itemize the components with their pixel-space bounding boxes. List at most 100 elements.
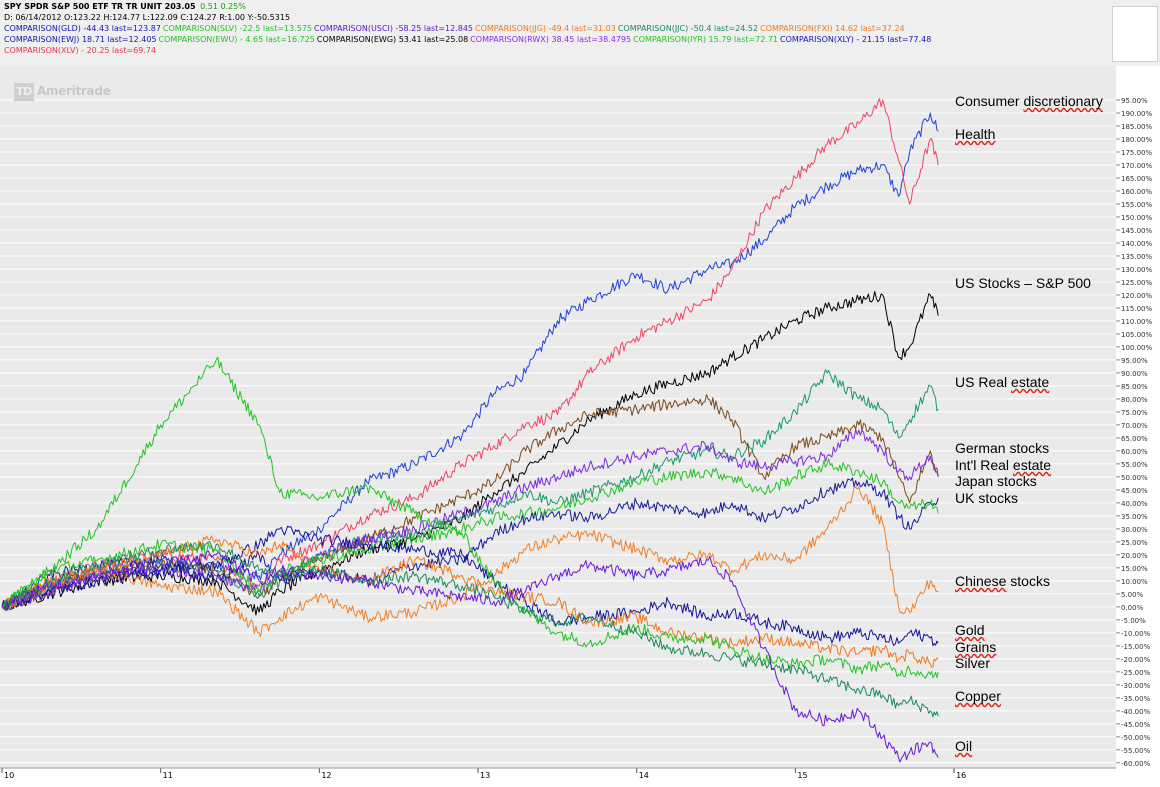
series-line-grains[interactable]: [1, 535, 939, 668]
annotation-intl-real-estate: Int'l Real estate: [955, 457, 1052, 473]
annotation-health: Health: [955, 126, 996, 142]
y-tick-label: -35.00%: [1121, 695, 1151, 703]
series-line-silver[interactable]: [1, 356, 939, 679]
x-axis-panel: [0, 768, 1160, 787]
comparison-entry: COMPARISON(EWU) - 4.65 last=16.725: [158, 35, 315, 44]
legend-box: [1112, 6, 1158, 62]
annotation-us-stocks: US Stocks – S&P 500: [955, 275, 1091, 291]
y-tick-label: 160.00%: [1121, 188, 1152, 196]
y-tick-label: 45.00%: [1121, 487, 1148, 495]
comparison-entry: COMPARISON(EWJ) 18.71 last=12.405: [4, 35, 157, 44]
series-line-uk-stocks[interactable]: [1, 458, 939, 609]
series-line-int-l-real-estate[interactable]: [1, 429, 939, 611]
comparison-entry: COMPARISON(XLV) - 20.25 last=69.74: [4, 46, 157, 55]
x-tick-label: 11: [163, 771, 173, 780]
x-tick-label: 14: [639, 771, 649, 780]
y-tick-label: -60.00%: [1121, 760, 1151, 768]
annotation-us-real-estate: US Real estate: [955, 374, 1050, 390]
y-tick-label: 105.00%: [1121, 331, 1152, 339]
y-tick-label: 175.00%: [1121, 149, 1152, 157]
annotation-japan-stocks: Japan stocks: [955, 473, 1037, 489]
y-tick-label: 10.00%: [1121, 578, 1148, 586]
series-lines: [1, 98, 939, 763]
y-tick-label: 100.00%: [1121, 344, 1152, 352]
y-tick-label: 30.00%: [1121, 526, 1148, 534]
y-tick-label: 90.00%: [1121, 370, 1148, 378]
comparison-entry: COMPARISON(JJC) -50.4 last=24.52: [617, 24, 759, 33]
comparison-entry: COMPARISON(EWG) 53.41 last=25.08: [316, 35, 469, 44]
annotation-silver: Silver: [955, 655, 991, 671]
y-tick-label: 130.00%: [1121, 266, 1152, 274]
symbol-title: SPY SPDR S&P 500 ETF TR TR UNIT 203.05: [4, 2, 196, 11]
y-tick-label: -25.00%: [1121, 669, 1151, 677]
x-tick-label: 15: [797, 771, 807, 780]
series-line-copper[interactable]: [1, 541, 939, 718]
y-axis-panel: [1116, 66, 1160, 768]
annotation-gold: Gold: [955, 622, 985, 638]
y-tick-label: 5.00%: [1121, 591, 1144, 599]
y-tick-label: 185.00%: [1121, 123, 1152, 131]
comparison-row-3: COMPARISON(XLV) - 20.25 last=69.74: [4, 46, 158, 56]
y-tick-label: -55.00%: [1121, 747, 1151, 755]
comparison-entry: COMPARISON(SLV) -22.5 last=13.575: [162, 24, 313, 33]
annotation-german-stocks: German stocks: [955, 440, 1050, 456]
y-tick-label: 165.00%: [1121, 175, 1152, 183]
comparison-row-2: COMPARISON(EWJ) 18.71 last=12.405 COMPARI…: [4, 35, 933, 45]
series-line-health[interactable]: [1, 98, 939, 609]
y-tick-label: 180.00%: [1121, 136, 1152, 144]
y-tick-label: 0.00%: [1121, 604, 1144, 612]
y-tick-label: 85.00%: [1121, 383, 1148, 391]
annotation-copper: Copper: [955, 688, 1001, 704]
ohlc-readout: D: 06/14/2012 O:123.22 H:124.77 L:122.09…: [4, 13, 291, 22]
y-tick-label: 135.00%: [1121, 253, 1152, 261]
y-tick-label: -15.00%: [1121, 643, 1151, 651]
comparison-entry: COMPARISON(RWX) 38.45 last=38.4795: [470, 35, 632, 44]
y-tick-label: 60.00%: [1121, 448, 1148, 456]
series-line-german-stocks[interactable]: [1, 394, 939, 611]
y-tick-label: 120.00%: [1121, 292, 1152, 300]
comparison-entry: COMPARISON(FXI) 14.62 last=37.24: [760, 24, 905, 33]
y-tick-label: -5.00%: [1121, 617, 1146, 625]
comparison-entry: COMPARISON(GLD) -44.43 last=123.87: [4, 24, 161, 33]
y-tick-label: 95.00%: [1121, 357, 1148, 365]
y-tick-label: -50.00%: [1121, 734, 1151, 742]
series-line-oil[interactable]: [1, 550, 939, 763]
y-tick-label: 50.00%: [1121, 474, 1148, 482]
y-tick-label: 110.00%: [1121, 318, 1152, 326]
y-tick-label: 55.00%: [1121, 461, 1148, 469]
symbol-change: 0.51 0.25%: [200, 2, 246, 11]
x-axis-ticks: 10 11 12 13 14 15 16: [0, 767, 1116, 780]
y-tick-label: 15.00%: [1121, 565, 1148, 573]
series-line-chinese-stocks[interactable]: [2, 486, 939, 638]
series-line-japan-stocks[interactable]: [1, 477, 939, 607]
y-tick-label: 40.00%: [1121, 500, 1148, 508]
annotation-chinese-stocks: Chinese stocks: [955, 573, 1050, 589]
y-tick-label: 150.00%: [1121, 214, 1152, 222]
series-line-gold[interactable]: [1, 525, 939, 647]
series-line-consumer-discretionary[interactable]: [1, 112, 939, 609]
y-tick-label: 70.00%: [1121, 422, 1148, 430]
x-tick-label: 10: [4, 771, 14, 780]
y-tick-label: 125.00%: [1121, 279, 1152, 287]
comparison-line-chart[interactable]: 95.00% 190.00% 185.00% 180.00% 175.00% 170.00…: [0, 66, 1160, 787]
comparison-entry: COMPARISON(XLY) - 21.15 last=77.48: [780, 35, 932, 44]
y-tick-label: 25.00%: [1121, 539, 1148, 547]
y-tick-label: 140.00%: [1121, 240, 1152, 248]
td-ameritrade-logo: TD Ameritrade: [14, 83, 111, 101]
comparison-entry: COMPARISON(JJG) -49.4 last=31.03: [475, 24, 616, 33]
y-tick-label: 170.00%: [1121, 162, 1152, 170]
y-tick-label: 190.00%: [1121, 110, 1152, 118]
y-tick-label: -45.00%: [1121, 721, 1151, 729]
y-tick-label: 95.00%: [1121, 97, 1148, 105]
annotation-oil: Oil: [955, 738, 973, 754]
y-axis-ticks: 95.00% 190.00% 185.00% 180.00% 175.00% 170.00…: [1116, 97, 1152, 768]
comparison-row-1: COMPARISON(GLD) -44.43 last=123.87 COMPAR…: [4, 24, 907, 34]
y-tick-label: -30.00%: [1121, 682, 1151, 690]
annotation-consumer-discretionary: Consumer discretionary: [955, 93, 1103, 109]
y-tick-label: 65.00%: [1121, 435, 1148, 443]
plot-area[interactable]: [0, 66, 1116, 768]
y-tick-label: -40.00%: [1121, 708, 1151, 716]
gridlines: [0, 99, 1116, 764]
y-tick-label: 35.00%: [1121, 513, 1148, 521]
x-tick-label: 12: [321, 771, 331, 780]
